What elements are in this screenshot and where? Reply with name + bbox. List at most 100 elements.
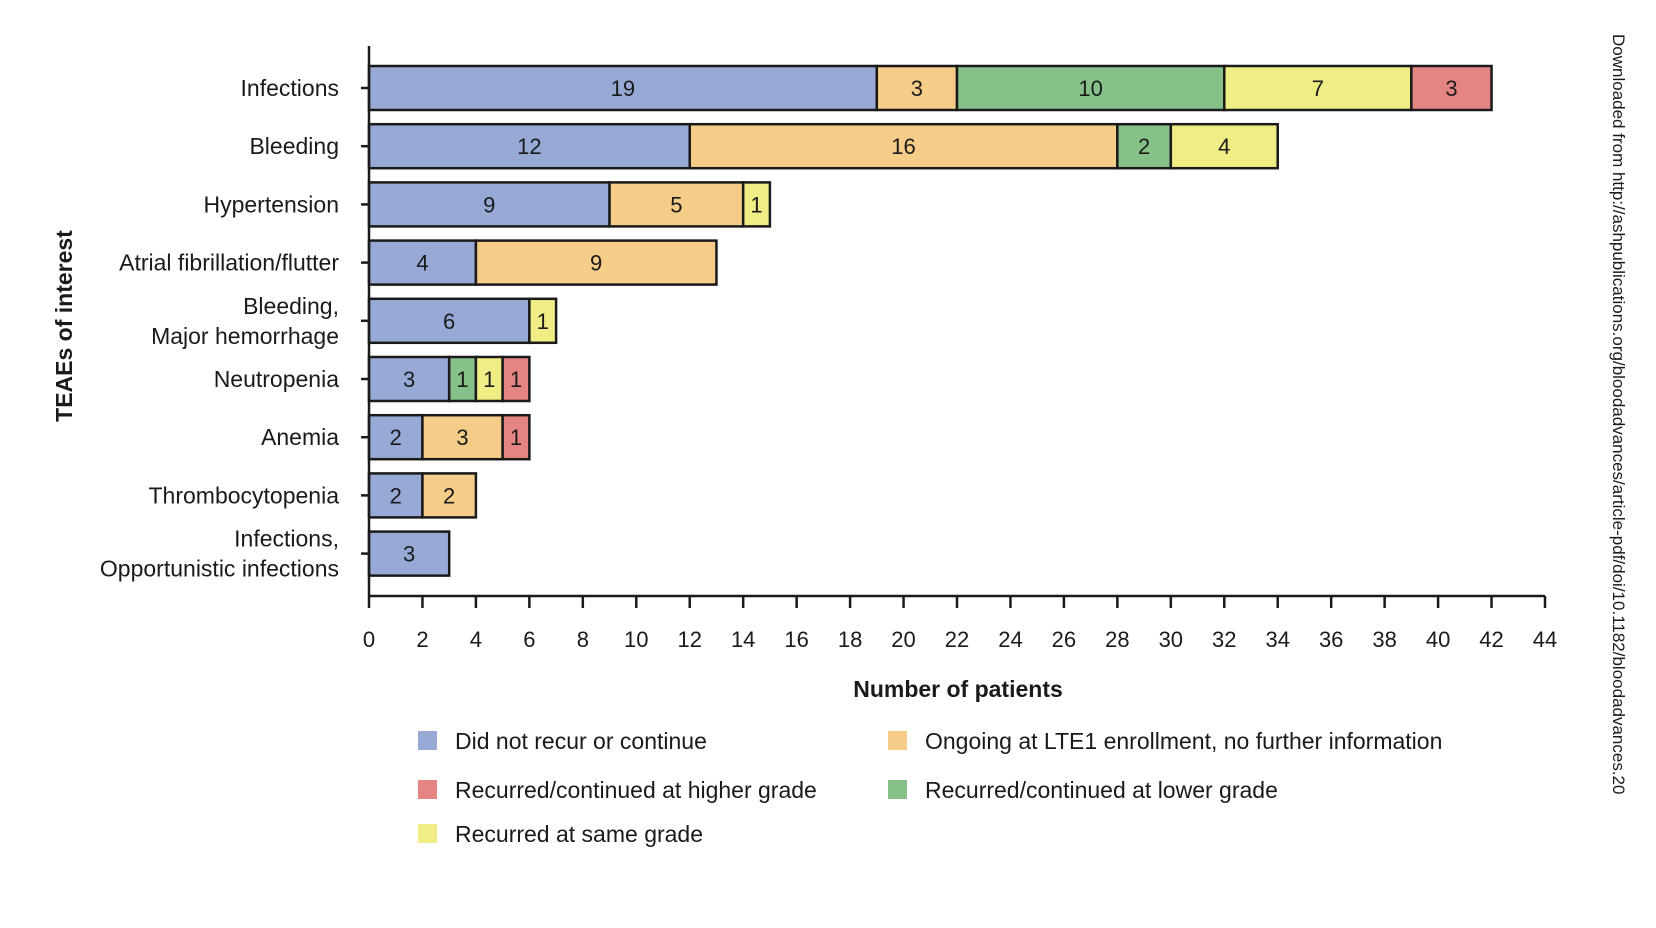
x-tick-label: 20 — [891, 627, 915, 652]
bar-segment — [421, 413, 504, 461]
bar-value-label: 2 — [390, 483, 402, 508]
bar-segment — [501, 413, 531, 461]
bar-value-label: 3 — [1445, 76, 1457, 101]
bar-value-label: 1 — [750, 192, 762, 217]
bar-value-label: 2 — [443, 483, 455, 508]
x-tick-label: 12 — [677, 627, 701, 652]
bar-value-label: 12 — [517, 134, 541, 159]
y-tick-label-line: Bleeding, — [243, 293, 339, 319]
x-tick-label: 16 — [784, 627, 808, 652]
bar-value-label: 19 — [611, 76, 635, 101]
bar-segment — [688, 122, 1119, 170]
x-tick-label: 8 — [577, 627, 589, 652]
bar-segment — [1410, 64, 1493, 112]
y-tick-label-line: Hypertension — [203, 191, 339, 217]
x-tick-label: 44 — [1533, 627, 1557, 652]
bar-value-label: 1 — [510, 425, 522, 450]
bar-value-label: 6 — [443, 309, 455, 334]
y-tick-label-line: Infections, — [234, 526, 339, 552]
y-tick-label-line: Atrial fibrillation/flutter — [119, 250, 339, 276]
x-tick-label: 14 — [731, 627, 755, 652]
bar-segment — [1116, 122, 1173, 170]
x-tick-label: 30 — [1159, 627, 1183, 652]
bar-segment — [367, 239, 478, 286]
y-tick-label-line: Neutropenia — [214, 366, 340, 392]
bar-value-label: 1 — [456, 367, 468, 392]
legend-swatch — [418, 731, 437, 750]
bar-segment — [501, 355, 531, 403]
legend-swatch — [888, 731, 907, 750]
bar-value-label: 1 — [510, 367, 522, 392]
legend-label: Recurred/continued at lower grade — [925, 777, 1278, 803]
bar-value-label: 2 — [390, 425, 402, 450]
bar-value-label: 4 — [1218, 134, 1230, 159]
y-tick-label-line: Major hemorrhage — [151, 323, 339, 349]
bar-value-label: 9 — [483, 192, 495, 217]
x-tick-label: 10 — [624, 627, 648, 652]
bar-segment — [955, 64, 1226, 112]
bar-value-label: 1 — [483, 367, 495, 392]
y-tick-label-line: Thrombocytopenia — [149, 482, 340, 508]
bar-value-label: 9 — [590, 251, 602, 276]
y-tick-label-line: Infections — [241, 75, 339, 101]
y-tick-label-line: Bleeding — [249, 133, 339, 159]
bar-value-label: 4 — [416, 251, 428, 276]
y-axis-title: TEAEs of interest — [51, 230, 77, 422]
y-tick-label: Bleeding — [249, 133, 339, 159]
y-tick-label-line: Anemia — [261, 424, 339, 450]
bar-segment — [367, 530, 451, 577]
bar-value-label: 2 — [1138, 134, 1150, 159]
y-tick-label: Atrial fibrillation/flutter — [119, 250, 339, 276]
legend-label: Recurred at same grade — [455, 821, 703, 847]
x-tick-label: 38 — [1372, 627, 1396, 652]
bar-value-label: 5 — [670, 192, 682, 217]
x-tick-label: 36 — [1319, 627, 1343, 652]
bar-segment — [875, 64, 959, 112]
bar-segment — [528, 297, 558, 345]
x-tick-label: 42 — [1479, 627, 1503, 652]
y-tick-label-line: Opportunistic infections — [100, 556, 339, 582]
bar-segment — [474, 239, 718, 286]
x-tick-label: 32 — [1212, 627, 1236, 652]
bar-value-label: 16 — [891, 134, 915, 159]
x-tick-label: 28 — [1105, 627, 1129, 652]
axes-layer: Infections Bleeding Hypertension Atrial fib… — [100, 46, 1557, 652]
bar-value-label: 3 — [911, 76, 923, 101]
x-tick-label: 6 — [523, 627, 535, 652]
legend: Did not recur or continue Ongoing at LTE1… — [418, 728, 1442, 847]
y-tick-label: Hypertension — [203, 191, 339, 217]
bar-value-label: 1 — [537, 309, 549, 334]
bar-value-label: 10 — [1078, 76, 1102, 101]
legend-swatch — [418, 824, 437, 843]
x-tick-label: 2 — [416, 627, 428, 652]
x-tick-label: 22 — [945, 627, 969, 652]
x-tick-label: 18 — [838, 627, 862, 652]
bars-layer: 19 3 10 7 312 16 2 49 5 14 96 13 1 1 12 3 12 23 — [367, 64, 1493, 577]
bar-value-label: 7 — [1312, 76, 1324, 101]
y-tick-label: Anemia — [261, 424, 339, 450]
y-tick-label: Infections, Opportunistic infections — [100, 526, 339, 582]
bar-segment — [421, 472, 478, 519]
bar-value-label: 3 — [403, 367, 415, 392]
bar-value-label: 3 — [403, 542, 415, 567]
bar-segment — [474, 355, 504, 403]
x-tick-label: 40 — [1426, 627, 1450, 652]
x-tick-label: 0 — [363, 627, 375, 652]
x-tick-label: 24 — [998, 627, 1022, 652]
download-watermark: Downloaded from http://ashpublications.o… — [1609, 34, 1628, 795]
y-tick-label: Infections — [241, 75, 339, 101]
legend-label: Ongoing at LTE1 enrollment, no further i… — [925, 728, 1442, 754]
bar-value-label: 3 — [456, 425, 468, 450]
x-tick-label: 4 — [470, 627, 482, 652]
bar-segment — [1169, 122, 1279, 170]
x-tick-label: 34 — [1265, 627, 1289, 652]
legend-label: Did not recur or continue — [455, 728, 707, 754]
y-tick-label: Neutropenia — [214, 366, 340, 392]
legend-label: Recurred/continued at higher grade — [455, 777, 817, 803]
x-tick-label: 26 — [1052, 627, 1076, 652]
y-tick-label: Thrombocytopenia — [149, 482, 340, 508]
bar-segment — [741, 181, 772, 228]
y-tick-label: Bleeding, Major hemorrhage — [151, 293, 339, 349]
legend-swatch — [888, 780, 907, 799]
